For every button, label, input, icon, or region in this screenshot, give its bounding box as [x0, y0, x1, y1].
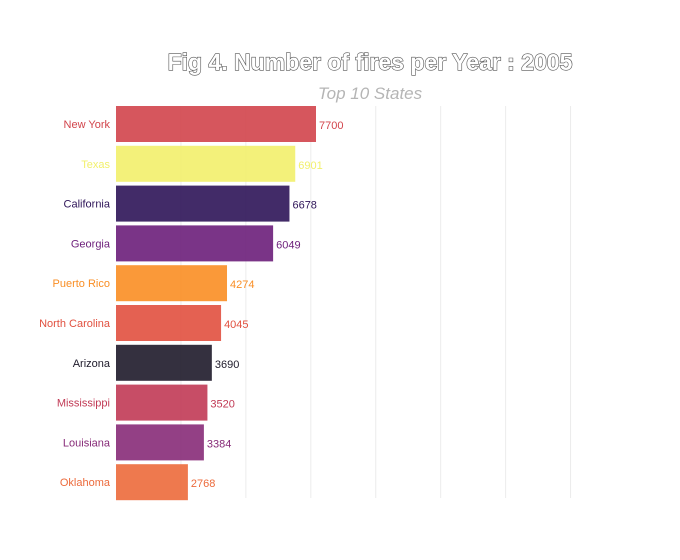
- value-labels: 7700 6901 6678 6049 4274 4045 3690 3520 3384 2768: [191, 120, 344, 490]
- bar-mississippi: [116, 384, 208, 421]
- value-label: 4274: [230, 279, 254, 291]
- chart-title: Fig 4. Number of fires per Year : 2005: [168, 49, 573, 75]
- category-label: Louisiana: [63, 437, 111, 449]
- category-labels: New York Texas California Georgia Puerto Ric…: [39, 119, 111, 489]
- category-label: Georgia: [71, 238, 111, 250]
- category-label: New York: [64, 119, 111, 131]
- value-label: 6901: [298, 160, 322, 172]
- value-label: 3690: [215, 359, 239, 371]
- bar-north-carolina: [116, 305, 222, 341]
- bar-georgia: [116, 225, 274, 262]
- value-label: 6049: [276, 239, 300, 251]
- category-label: North Carolina: [39, 318, 111, 330]
- bars-group: [116, 106, 316, 501]
- value-label: 3384: [207, 438, 231, 450]
- category-label: Arizona: [73, 358, 111, 370]
- category-label: Oklahoma: [60, 477, 111, 489]
- bar-arizona: [116, 344, 212, 381]
- value-label: 6678: [292, 200, 316, 212]
- bar-louisiana: [116, 424, 204, 461]
- bar-puerto-rico: [116, 265, 228, 302]
- bar-new-york: [116, 106, 316, 142]
- bar-oklahoma: [116, 464, 188, 501]
- bar-texas: [116, 145, 296, 182]
- chart-subtitle: Top 10 States: [318, 84, 423, 103]
- value-label: 4045: [224, 319, 248, 331]
- value-label: 2768: [191, 478, 215, 490]
- category-label: Puerto Rico: [53, 278, 110, 290]
- category-label: California: [64, 199, 111, 211]
- bar-california: [116, 185, 290, 222]
- category-label: Texas: [81, 159, 110, 171]
- value-label: 3520: [210, 399, 234, 411]
- value-label: 7700: [319, 120, 343, 132]
- category-label: Mississippi: [57, 398, 110, 410]
